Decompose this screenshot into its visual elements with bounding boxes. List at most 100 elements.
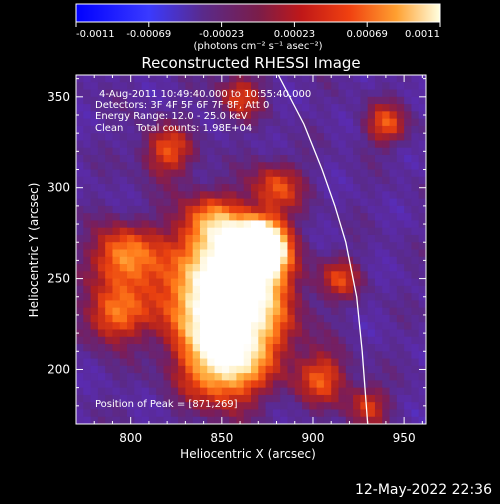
heatmap-cell <box>105 249 114 258</box>
heatmap-cell <box>192 198 201 207</box>
heatmap-cell <box>323 198 332 207</box>
heatmap-cell <box>411 314 420 323</box>
heatmap-cell <box>185 293 194 301</box>
heatmap-cell <box>112 125 121 134</box>
heatmap-cell <box>280 365 289 374</box>
heatmap-cell <box>243 89 252 98</box>
heatmap-cell <box>302 162 310 171</box>
heatmap-cell <box>214 380 223 389</box>
heatmap-cell <box>97 104 106 112</box>
heatmap-cell <box>353 256 361 265</box>
heatmap-cell <box>316 314 325 323</box>
heatmap-cell <box>112 373 121 381</box>
heatmap-cell <box>258 409 267 418</box>
heatmap-cell <box>309 198 318 207</box>
heatmap-cell <box>170 191 179 200</box>
heatmap-cell <box>229 176 238 185</box>
heatmap-cell <box>192 169 201 178</box>
heatmap-cell <box>105 234 114 243</box>
heatmap-cell <box>404 394 413 403</box>
heatmap-cell <box>374 300 383 309</box>
heatmap-cell <box>411 82 420 91</box>
heatmap-cell <box>221 344 230 352</box>
heatmap-cell <box>178 278 186 287</box>
heatmap-cell <box>229 154 238 163</box>
heatmap-cell <box>134 416 143 424</box>
heatmap-cell <box>382 242 391 251</box>
heatmap-cell <box>272 416 281 424</box>
heatmap-cell <box>199 300 208 309</box>
heatmap-cell <box>309 147 318 156</box>
heatmap-cell <box>258 154 267 163</box>
heatmap-cell <box>316 220 325 229</box>
heatmap-cell <box>119 234 128 243</box>
heatmap-cell <box>127 154 135 163</box>
heatmap-cell <box>389 351 398 360</box>
heatmap-cell <box>374 329 383 338</box>
heatmap-cell <box>119 264 128 272</box>
heatmap-cell <box>214 111 223 120</box>
heatmap-cell <box>396 271 405 280</box>
heatmap-cell <box>76 394 84 403</box>
heatmap-cell <box>112 278 121 287</box>
heatmap-cell <box>236 322 245 331</box>
heatmap-cell <box>360 154 369 163</box>
heatmap-cell <box>258 307 267 316</box>
heatmap-cell <box>76 329 84 338</box>
heatmap-cell <box>76 322 84 331</box>
heatmap-cell <box>353 285 361 294</box>
heatmap-cell <box>374 358 383 367</box>
heatmap-cell <box>280 191 289 200</box>
heatmap-cell <box>178 300 186 309</box>
heatmap-cell <box>251 329 259 338</box>
heatmap-cell <box>105 104 114 112</box>
heatmap-cell <box>272 184 281 192</box>
heatmap-cell <box>127 104 135 112</box>
heatmap-cell <box>338 191 347 200</box>
heatmap-cell <box>229 89 238 98</box>
heatmap-cell <box>134 205 143 214</box>
heatmap-cell <box>178 154 186 163</box>
heatmap-cell <box>345 307 354 316</box>
heatmap-cell <box>316 227 325 236</box>
heatmap-cell <box>353 104 361 112</box>
heatmap-cell <box>331 89 340 98</box>
heatmap-cell <box>316 365 325 374</box>
heatmap-cell <box>229 402 238 411</box>
heatmap-cell <box>374 125 383 134</box>
heatmap-cell <box>236 213 245 222</box>
heatmap-cell <box>287 278 296 287</box>
heatmap-cell <box>258 314 267 323</box>
heatmap-cell <box>316 75 325 83</box>
heatmap-cell <box>134 89 143 98</box>
heatmap-cell <box>345 387 354 396</box>
heatmap-cell <box>185 307 194 316</box>
heatmap-cell <box>214 133 223 142</box>
heatmap-cell <box>331 118 340 127</box>
heatmap-cell <box>396 213 405 222</box>
heatmap-cell <box>156 264 165 272</box>
heatmap-cell <box>418 111 426 120</box>
heatmap-cell <box>280 104 289 112</box>
heatmap-cell <box>411 365 420 374</box>
heatmap-cell <box>323 416 332 424</box>
heatmap-cell <box>418 380 426 389</box>
heatmap-cell <box>207 256 216 265</box>
heatmap-cell <box>185 351 194 360</box>
heatmap-cell <box>374 416 383 424</box>
heatmap-cell <box>265 336 274 345</box>
heatmap-cell <box>302 198 310 207</box>
heatmap-cell <box>338 133 347 142</box>
heatmap-cell <box>360 96 369 105</box>
heatmap-cell <box>229 394 238 403</box>
heatmap-cell <box>360 118 369 127</box>
heatmap-cell <box>236 75 245 83</box>
heatmap-cell <box>331 373 340 381</box>
heatmap-cell <box>199 133 208 142</box>
heatmap-cell <box>345 242 354 251</box>
heatmap-cell <box>309 249 318 258</box>
heatmap-cell <box>251 314 259 323</box>
heatmap-cell <box>243 213 252 222</box>
heatmap-cell <box>178 162 186 171</box>
heatmap-cell <box>236 220 245 229</box>
